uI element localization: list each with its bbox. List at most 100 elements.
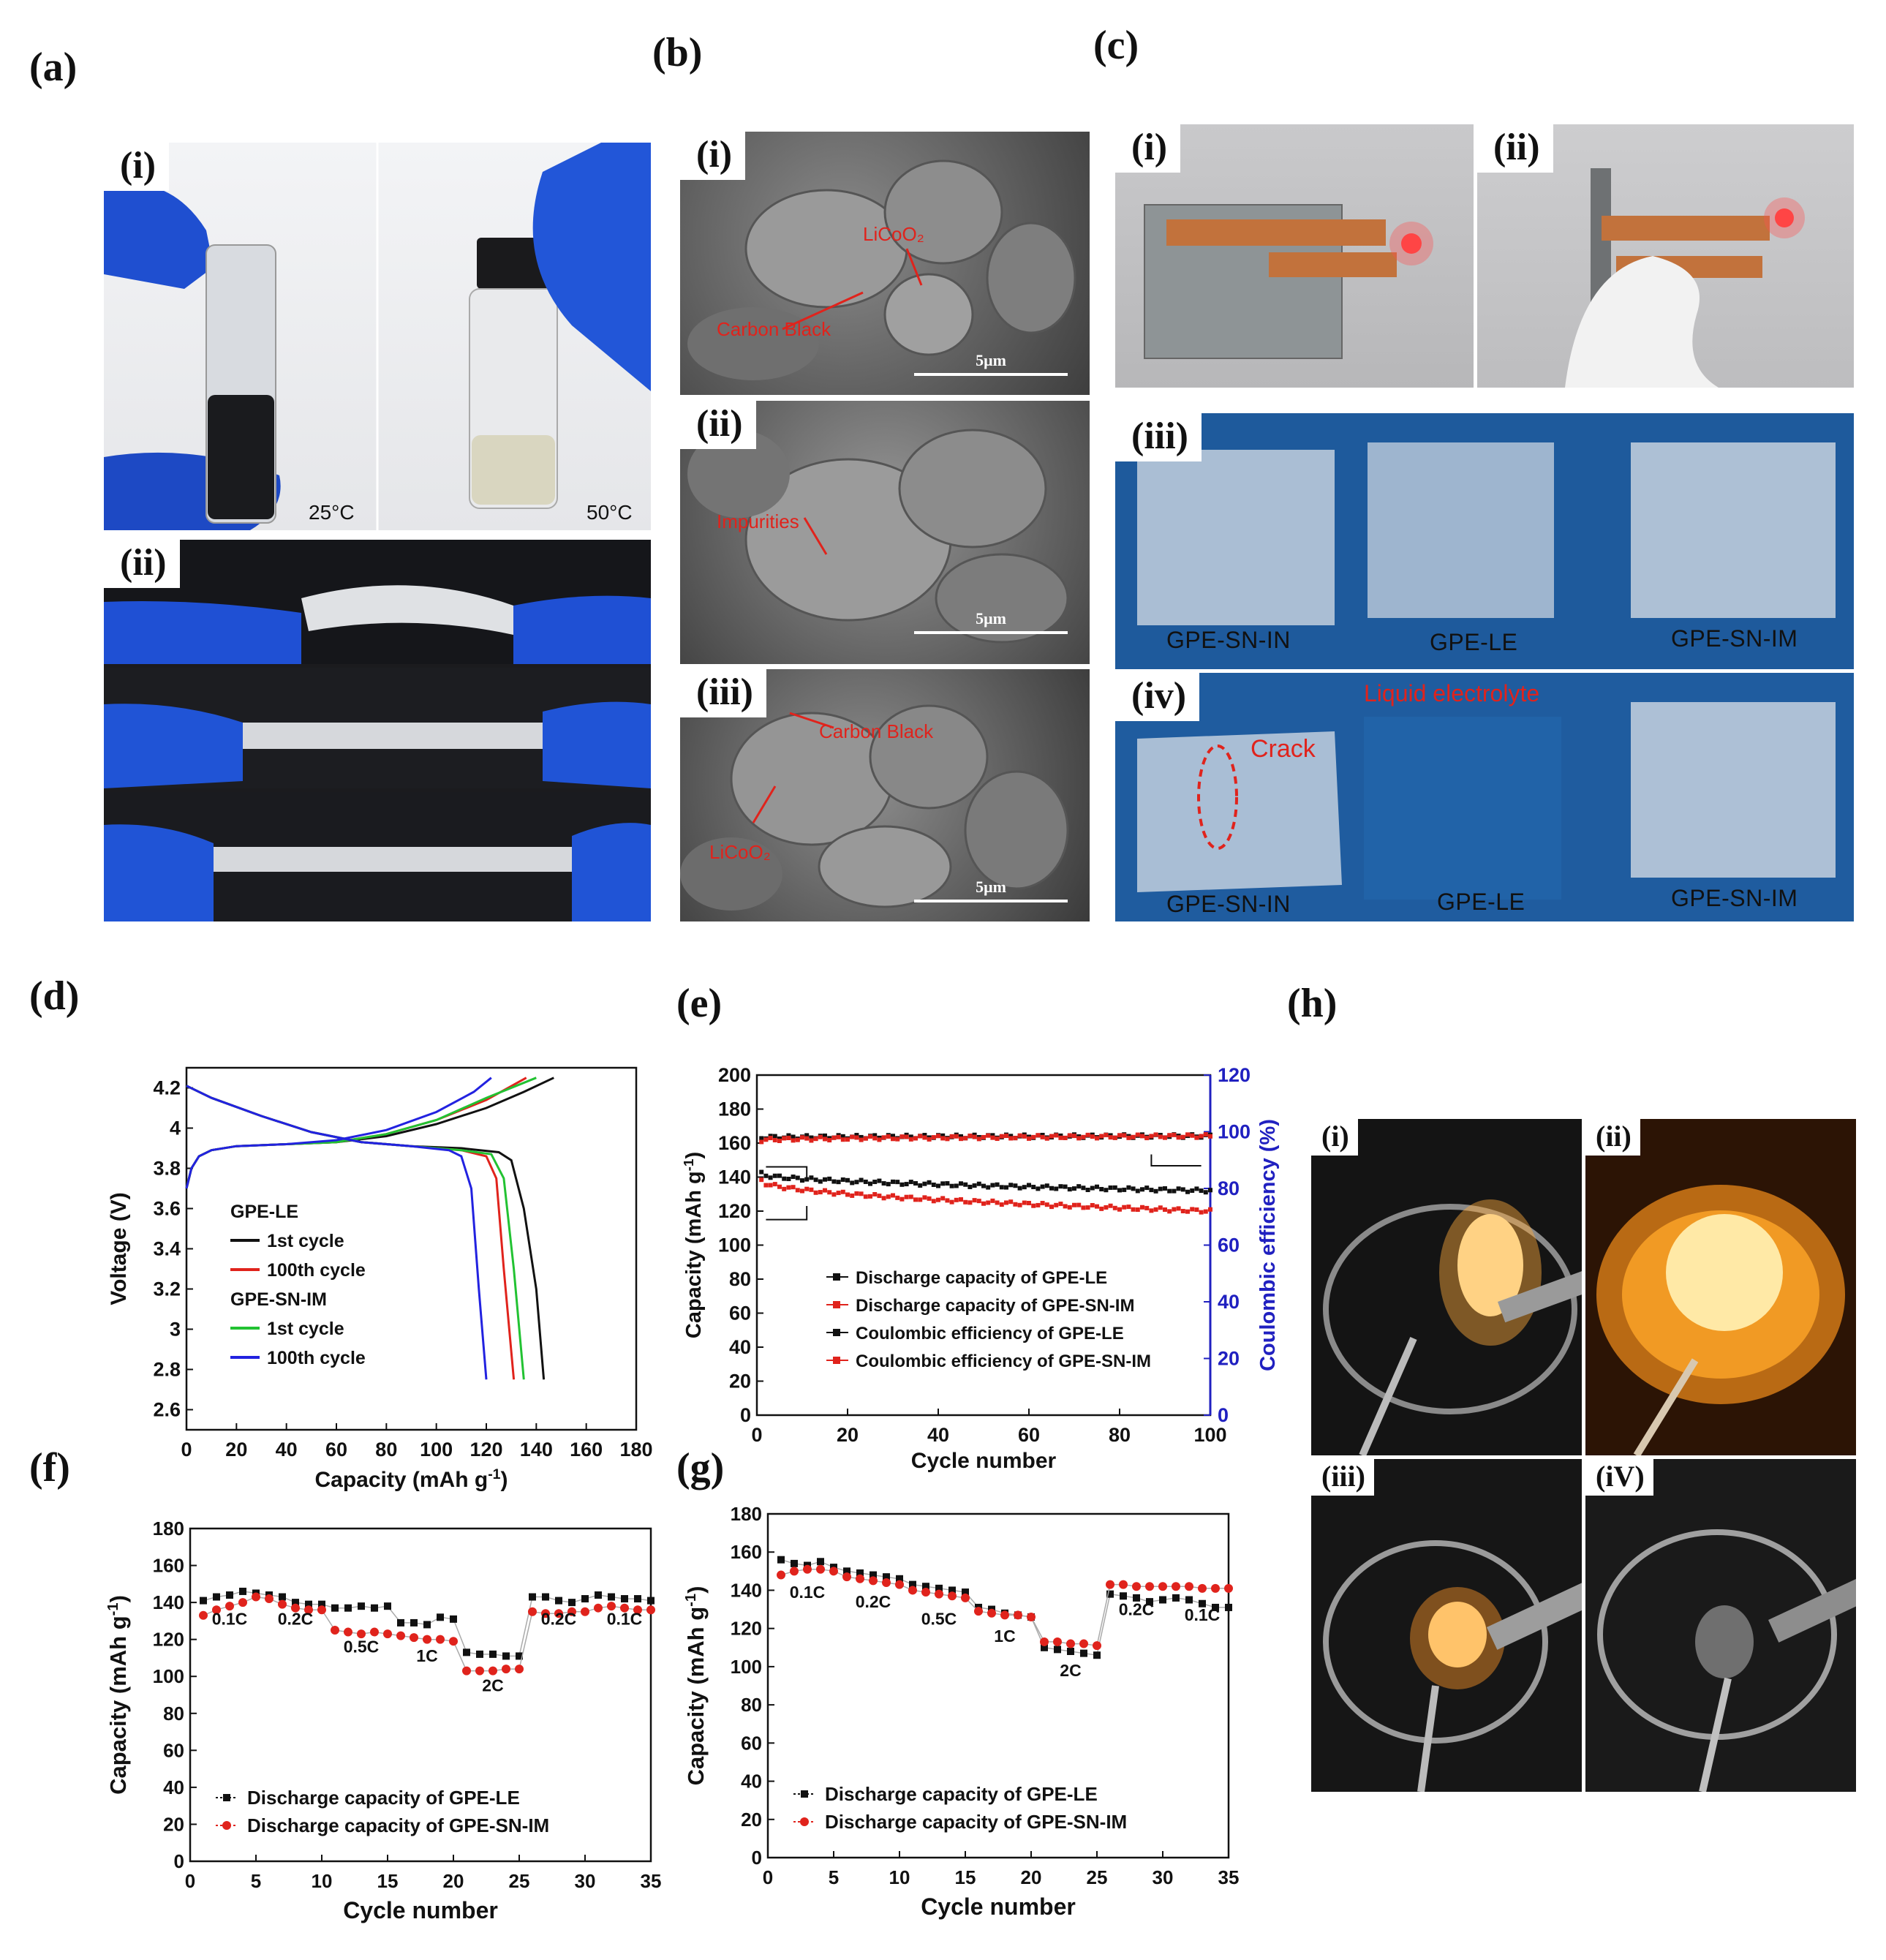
series-1-point — [986, 1200, 991, 1205]
series-1-point — [1108, 1203, 1113, 1208]
series-3-point — [859, 1137, 864, 1142]
series-0-point — [1133, 1594, 1140, 1602]
series-0-point — [1067, 1187, 1072, 1192]
series-0-point — [1158, 1186, 1163, 1191]
photo-c-ii-label: (ii) — [1477, 124, 1553, 173]
series-1-point — [1172, 1207, 1177, 1212]
series-0-point — [529, 1593, 536, 1601]
photo-a-ii-label: (ii) — [104, 540, 180, 588]
y-tick-label: 80 — [729, 1268, 751, 1290]
x-tick-label: 20 — [1021, 1866, 1042, 1888]
series-0-point — [1172, 1188, 1177, 1194]
series-0-point — [476, 1650, 483, 1658]
series-1-point — [1049, 1205, 1054, 1210]
series-0-point — [1067, 1648, 1074, 1655]
series-2-point — [872, 1133, 878, 1138]
series-1-point — [790, 1567, 799, 1576]
series-1-point — [278, 1599, 287, 1609]
series-0-point — [1185, 1189, 1190, 1194]
series-0-point — [922, 1583, 929, 1591]
series-3-point — [899, 1134, 905, 1139]
series-1-point — [515, 1665, 524, 1674]
series-0-point — [621, 1595, 628, 1603]
series-3-point — [818, 1134, 823, 1139]
series-1-point — [803, 1564, 812, 1574]
rate-label-4: 2C — [482, 1676, 503, 1695]
series-0-point — [999, 1185, 1004, 1190]
series-3-point — [1099, 1134, 1104, 1139]
series-0-point — [927, 1180, 932, 1185]
series-1-point — [265, 1594, 274, 1604]
series-0-point — [647, 1597, 655, 1605]
arrow-left-bottom — [766, 1206, 808, 1221]
series-3-point — [1185, 1132, 1190, 1137]
series-0-point — [800, 1178, 804, 1183]
series-0-point — [972, 1183, 977, 1188]
series-1-point — [633, 1605, 642, 1615]
x-tick-label: 10 — [889, 1866, 910, 1888]
series-1-point — [813, 1190, 818, 1195]
series-1-point — [1004, 1200, 1008, 1205]
legend-1-1-label: 100th cycle — [267, 1348, 366, 1368]
y2-tick-label: 80 — [1218, 1177, 1240, 1199]
series-3-point — [1027, 1136, 1031, 1141]
series-1-point — [554, 1609, 563, 1618]
legend-1-marker — [800, 1817, 809, 1826]
series-1-point — [1176, 1206, 1181, 1211]
series-0-point — [922, 1181, 927, 1186]
series-1-point — [1135, 1207, 1140, 1212]
series-3-point — [936, 1134, 940, 1139]
sem-b-ii: (ii) Impurities 5μm — [680, 401, 1090, 664]
scale-label: 5μm — [976, 609, 1006, 627]
series-3-point — [840, 1137, 845, 1142]
series-0-point — [962, 1588, 969, 1597]
x-tick-label: 80 — [375, 1439, 397, 1460]
series-1-point — [1122, 1205, 1127, 1210]
legend-1-0-label: 1st cycle — [267, 1319, 344, 1339]
x-tick-label: 0 — [185, 1870, 195, 1892]
x-tick-label: 160 — [570, 1439, 603, 1460]
series-0-point — [1044, 1183, 1049, 1188]
y-tick-label: 180 — [718, 1098, 751, 1120]
series-0-point — [1126, 1185, 1131, 1190]
series-1-point — [809, 1187, 814, 1192]
y-tick-label: 120 — [731, 1618, 762, 1640]
series-0-point — [886, 1182, 891, 1187]
series-1-point — [1027, 1613, 1036, 1621]
series-1-point — [1203, 1209, 1208, 1214]
series-0-point — [870, 1571, 877, 1579]
rate-label-5: 0.2C — [1119, 1599, 1155, 1618]
series-3-point — [986, 1133, 991, 1138]
plot-frame — [189, 1527, 652, 1863]
series-3-point — [1031, 1134, 1036, 1139]
series-0-point — [868, 1181, 872, 1186]
scale-label: 5μm — [976, 351, 1006, 369]
series-1-point — [1194, 1207, 1199, 1213]
series-0-point — [1027, 1183, 1031, 1188]
series-3-point — [1190, 1133, 1195, 1138]
series-0-point — [949, 1183, 954, 1188]
series-1-point — [462, 1666, 471, 1676]
series-1-point — [1036, 1202, 1041, 1207]
series-3-point — [1013, 1136, 1018, 1141]
series-0-point — [990, 1183, 995, 1188]
series-0-point — [883, 1573, 890, 1581]
series-0-point — [1106, 1590, 1114, 1598]
y-tick-label: 3 — [170, 1319, 181, 1341]
series-0-point — [450, 1615, 457, 1623]
series-1-point — [913, 1197, 918, 1202]
series-1-point — [948, 1591, 957, 1601]
x-axis-label: Capacity (mAh g-1) — [314, 1466, 508, 1492]
y-tick-label: 2.8 — [153, 1359, 181, 1381]
series-1-point — [1144, 1205, 1150, 1210]
series-1-point — [850, 1193, 855, 1198]
series-1-point — [1140, 1205, 1144, 1210]
series-0-point — [854, 1180, 859, 1185]
x-tick-label: 0 — [763, 1866, 773, 1888]
series-1-point — [1079, 1639, 1088, 1648]
series-0-point — [795, 1175, 800, 1180]
series-3-point — [827, 1138, 832, 1143]
series-1-point — [759, 1177, 764, 1183]
y2-tick-label: 100 — [1218, 1121, 1251, 1143]
sem-b-ii-impurities: Impurities — [717, 510, 799, 532]
